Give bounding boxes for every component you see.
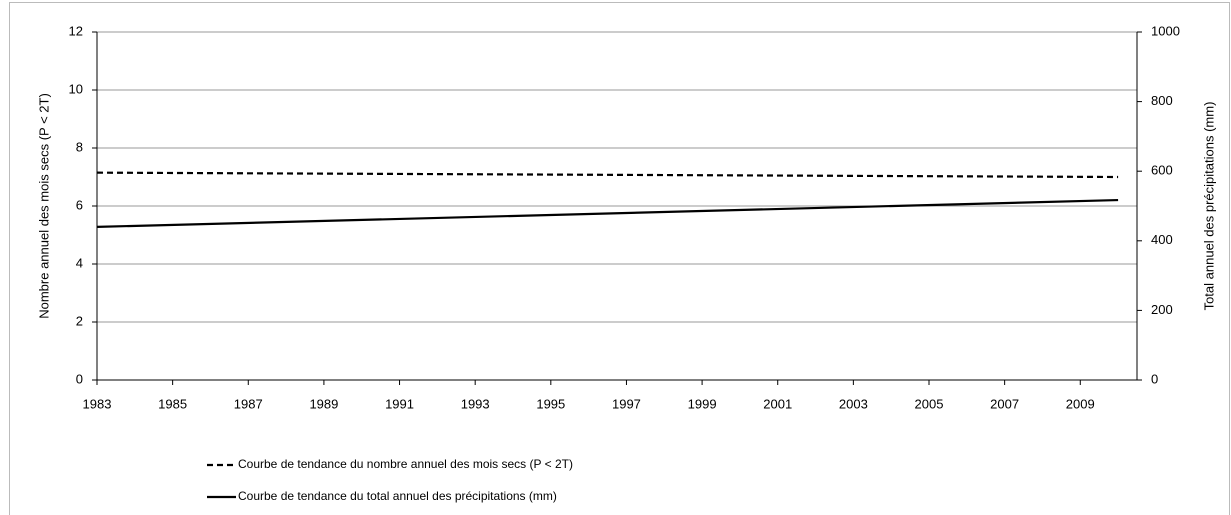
y-axis-label: Nombre annuel des mois secs (P < 2T) (36, 93, 51, 319)
x-tick-label: 1987 (234, 396, 263, 411)
y-tick-label: 4 (76, 255, 83, 270)
y2-axis-label: Total annuel des précipitations (mm) (1201, 102, 1216, 311)
y-tick-label: 6 (76, 197, 83, 212)
trend-line (96, 198, 1119, 228)
trend-line (96, 171, 1119, 179)
x-tick-label: 1999 (688, 396, 717, 411)
y-tick-label: 10 (69, 81, 83, 96)
x-tick-label: 1997 (612, 396, 641, 411)
y-tick-label: 8 (76, 139, 83, 154)
x-tick-label: 1983 (83, 396, 112, 411)
y-tick-label: 12 (69, 23, 83, 38)
y2-tick-label: 0 (1151, 371, 1158, 386)
y2-tick-label: 400 (1151, 232, 1173, 247)
x-tick-label: 1991 (385, 396, 414, 411)
y-tick-label: 2 (76, 313, 83, 328)
x-tick-label: 1995 (536, 396, 565, 411)
x-tick-label: 2007 (990, 396, 1019, 411)
chart-frame (9, 2, 1230, 515)
y2-tick-label: 800 (1151, 93, 1173, 108)
x-tick-label: 1993 (461, 396, 490, 411)
y2-tick-label: 1000 (1151, 23, 1180, 38)
legend-label: Courbe de tendance du nombre annuel des … (238, 457, 573, 471)
x-tick-label: 1989 (309, 396, 338, 411)
y2-tick-label: 200 (1151, 302, 1173, 317)
x-tick-label: 1985 (158, 396, 187, 411)
x-tick-label: 2009 (1066, 396, 1095, 411)
legend-label: Courbe de tendance du total annuel des p… (238, 489, 557, 503)
y-tick-label: 0 (76, 371, 83, 386)
y2-tick-label: 600 (1151, 163, 1173, 178)
x-tick-label: 2005 (915, 396, 944, 411)
x-tick-label: 2003 (839, 396, 868, 411)
x-tick-label: 2001 (763, 396, 792, 411)
